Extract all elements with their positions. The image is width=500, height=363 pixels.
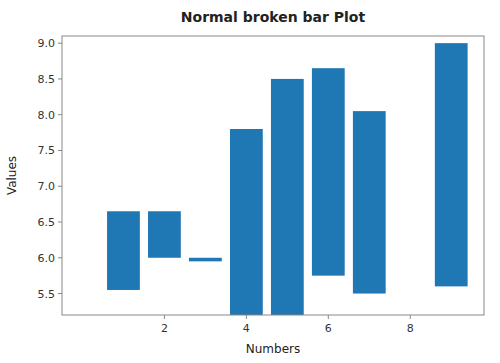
bar	[148, 211, 181, 258]
y-tick-label: 6.5	[38, 216, 56, 229]
x-tick	[328, 315, 329, 319]
bar	[271, 79, 304, 315]
bar	[189, 258, 222, 262]
x-tick	[164, 315, 165, 319]
title: Normal broken bar Plot	[181, 9, 366, 25]
plot-background	[62, 36, 484, 315]
bar	[230, 129, 263, 315]
y-tick	[58, 114, 62, 115]
y-tick	[58, 150, 62, 151]
bar	[435, 43, 468, 286]
y-tick-label: 7.0	[38, 180, 56, 193]
y-tick-label: 5.5	[38, 288, 56, 301]
chart: 5.5 6.0 6.5 7.0 7.5 8.0 8.5 9.0 2 4 6 8 Normal broke…	[0, 0, 500, 363]
y-tick	[58, 78, 62, 79]
plot-frame	[62, 36, 484, 315]
y-tick	[58, 43, 62, 44]
x-tick-label: 6	[325, 322, 332, 335]
bars	[107, 43, 468, 315]
y-axis-label: Values	[5, 156, 19, 195]
x-tick-label: 8	[407, 322, 414, 335]
bar	[353, 111, 386, 293]
y-tick-label: 6.0	[38, 252, 56, 265]
y-tick-label: 8.0	[38, 109, 56, 122]
x-tick	[410, 315, 411, 319]
x-tick-label: 4	[243, 322, 250, 335]
x-tick-label: 2	[161, 322, 168, 335]
bar	[312, 68, 345, 275]
y-tick-label: 9.0	[38, 37, 56, 50]
y-tick-label: 7.5	[38, 144, 56, 157]
y-tick	[58, 186, 62, 187]
x-tick	[246, 315, 247, 319]
y-tick	[58, 293, 62, 294]
y-tick-label: 8.5	[38, 73, 56, 86]
y-tick	[58, 222, 62, 223]
y-tick	[58, 257, 62, 258]
x-axis-label: Numbers	[246, 342, 300, 356]
bar	[107, 211, 140, 290]
